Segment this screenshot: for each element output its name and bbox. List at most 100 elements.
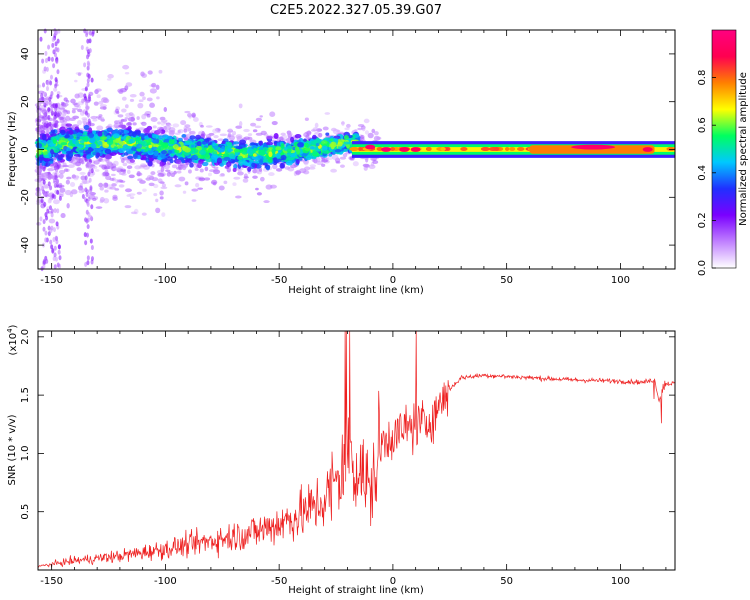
spectrogram-noise-point <box>80 175 86 181</box>
spectrogram-band-point <box>97 131 103 137</box>
spectrogram-band-point <box>181 134 187 138</box>
spectrogram-noise-point <box>37 124 44 129</box>
spectrogram-x-tick-label: 0 <box>390 275 396 286</box>
spectrogram-band-point <box>290 136 295 143</box>
spectrogram-noise-point <box>149 102 155 108</box>
spectrogram-x-tick-label: -100 <box>154 275 177 286</box>
spectrogram-band-point <box>285 160 293 166</box>
spectrogram-noise-point <box>146 174 154 180</box>
spectrogram-band-point <box>189 162 194 168</box>
spectrogram-band-point <box>57 144 63 149</box>
spectrogram-band-point <box>60 142 68 146</box>
spectrogram-noise-point <box>151 82 157 88</box>
spectrogram-noise-point <box>335 161 341 164</box>
spectrogram-band-point <box>135 137 141 142</box>
spectrogram-noise-point <box>304 117 309 122</box>
spectrogram-band-point <box>272 161 278 166</box>
spectrogram-streak-point <box>55 59 59 65</box>
spectrogram-noise-point <box>121 108 127 113</box>
spectrogram-band-point <box>190 144 195 148</box>
spectrogram-noise-point <box>176 170 182 174</box>
spectrogram-noise-point <box>47 167 55 172</box>
spectrogram-noise-point <box>237 168 242 174</box>
spectrogram-noise-point <box>256 169 260 174</box>
spectrogram-noise-point <box>255 117 262 122</box>
spectrogram-band-point <box>259 140 264 147</box>
snr-panel: -150 -100 -50 0 50 100 0.5 1.0 1.5 2.0 Height of … <box>6 324 676 596</box>
spectrogram-streak-point <box>56 179 60 185</box>
spectrogram-streak-point <box>50 208 54 214</box>
spectrogram-streak-point <box>50 212 54 218</box>
spectrogram-noise-point <box>47 174 54 180</box>
spectrogram-streak-point <box>86 82 90 88</box>
spectrogram-streak-point <box>45 66 49 72</box>
spectrogram-streak-point <box>86 54 90 60</box>
snr-background <box>38 331 675 570</box>
spectrogram-band-point <box>325 132 330 136</box>
spectrogram-noise-point <box>57 192 65 196</box>
spectrogram-band-point <box>68 130 74 135</box>
spectrogram-noise-point <box>141 114 147 120</box>
spectrogram-noise-point <box>315 156 321 163</box>
spectrogram-band-point <box>161 153 166 160</box>
spectrogram-noise-point <box>117 88 124 93</box>
spectrogram-noise-point <box>361 126 366 132</box>
spectrogram-noise-point <box>200 124 204 128</box>
spectrogram-band-point <box>74 128 80 132</box>
spectrogram-noise-point <box>138 99 144 103</box>
spectrogram-noise-point <box>142 122 147 126</box>
spectrogram-band-point <box>129 159 135 163</box>
spectrogram-noise-point <box>137 102 144 109</box>
spectrogram-streak-point <box>44 237 48 243</box>
spectrogram-streak-point <box>52 115 56 121</box>
spectrogram-band-point <box>197 162 202 169</box>
spectrogram-noise-point <box>311 129 317 132</box>
spectrogram-streak-point <box>88 161 92 167</box>
spectrogram-noise-point <box>191 112 196 118</box>
spectrogram-noise-point <box>58 169 66 174</box>
spectrogram-noise-point <box>243 173 248 179</box>
spectrogram-band-point <box>289 154 296 158</box>
spectrogram-noise-point <box>127 121 132 126</box>
spectrogram-noise-point <box>218 185 225 191</box>
spectrogram-band-point <box>50 149 54 155</box>
spectrogram-noise-point <box>238 103 243 109</box>
spectrogram-noise-point <box>344 127 350 131</box>
spectrogram-noise-point <box>74 79 78 83</box>
spectrogram-streak-point <box>85 101 89 107</box>
spectrogram-noise-point <box>198 177 206 182</box>
spectrogram-noise-point <box>252 129 258 133</box>
spectrogram-line-point <box>349 147 359 152</box>
spectrogram-noise-point <box>82 120 87 125</box>
spectrogram-band-point <box>205 137 212 141</box>
spectrogram-noise-point <box>129 98 135 102</box>
spectrogram-noise-point <box>258 167 263 172</box>
spectrogram-band-point <box>118 124 125 128</box>
spectrogram-noise-point <box>96 94 101 99</box>
spectrogram-noise-point <box>265 184 273 190</box>
spectrogram-streak-point <box>81 159 85 165</box>
spectrogram-streak-point <box>85 209 89 215</box>
spectrogram-streak-point <box>54 30 58 36</box>
spectrogram-streak-point <box>86 38 90 44</box>
spectrogram-noise-point <box>182 164 187 171</box>
spectrogram-streak-point <box>55 103 59 109</box>
spectrogram-band-point <box>195 134 201 140</box>
spectrogram-noise-point <box>71 107 79 111</box>
spectrogram-noise-point <box>161 183 166 188</box>
spectrogram-band-point <box>169 159 174 164</box>
spectrogram-streak-point <box>84 95 88 101</box>
spectrogram-streak-point <box>55 119 59 125</box>
spectrogram-noise-point <box>114 188 120 191</box>
spectrogram-band-point <box>301 153 308 157</box>
spectrogram-noise-point <box>103 165 111 170</box>
spectrogram-noise-point <box>70 98 76 104</box>
spectrogram-noise-point <box>136 116 140 120</box>
spectrogram-peak <box>399 147 410 152</box>
spectrogram-x-tick-label: 100 <box>611 275 630 286</box>
spectrogram-band-point <box>49 160 54 164</box>
spectrogram-streak-point <box>89 185 93 191</box>
spectrogram-noise-point <box>332 128 340 135</box>
spectrogram-line-point <box>493 147 500 152</box>
spectrogram-noise-point <box>157 121 161 125</box>
